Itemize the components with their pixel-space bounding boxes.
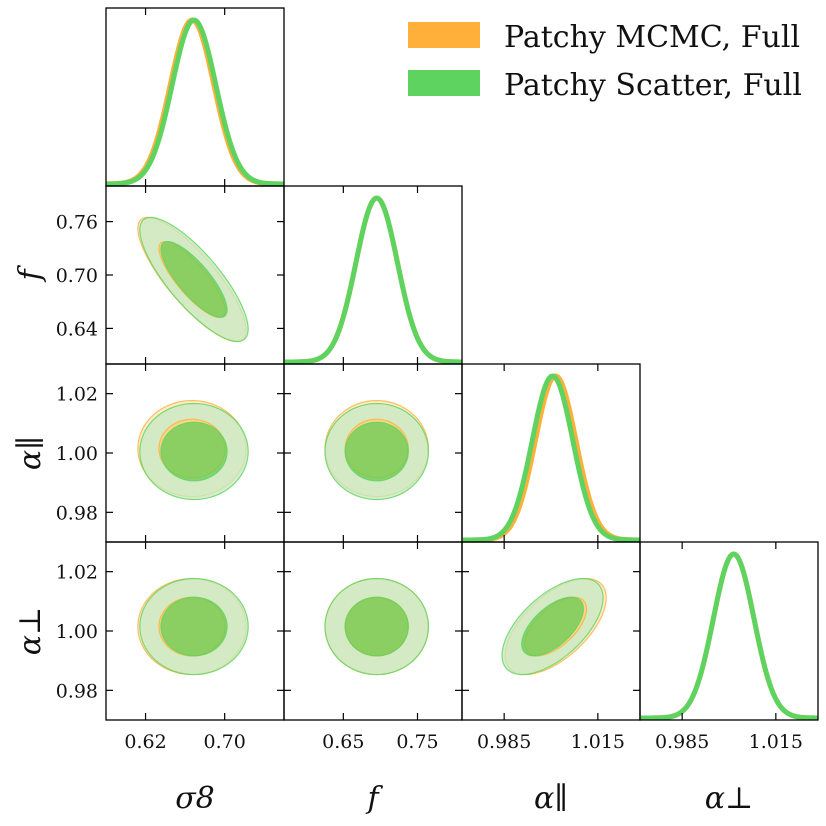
panel-content — [324, 399, 430, 501]
x-axis-title-f: f — [365, 781, 383, 816]
panel-alpha_par-sigma8: 1.02 1.00 0.98 — [56, 363, 285, 543]
panel-alpha_par-f — [283, 363, 463, 543]
marginal-curve-mcmc — [284, 195, 462, 364]
x-tick-label: 1.015 — [571, 731, 625, 753]
x-tick-label: 0.70 — [204, 731, 246, 753]
panel-content — [137, 216, 249, 343]
y-tick-label: 1.00 — [56, 621, 98, 643]
x-axis-title-alpha_par: α∥ — [534, 781, 568, 816]
panel-frame — [283, 185, 463, 365]
x-tick-label: 0.985 — [477, 731, 531, 753]
legend-swatch-scatter — [408, 70, 480, 96]
marginal-curve-mcmc — [462, 373, 640, 542]
panel-alpha_perp-alpha_perp: 0.985 1.015 — [639, 541, 819, 753]
y-tick-label: 1.00 — [56, 443, 98, 465]
panel-content — [501, 577, 607, 676]
marginal-curve-mcmc — [106, 17, 284, 186]
panel-alpha_perp-sigma8: 0.62 0.70 1.02 1.00 0.98 — [56, 541, 285, 753]
x-tick-label: 1.015 — [749, 731, 803, 753]
legend-label-scatter: Patchy Scatter, Full — [504, 68, 802, 103]
x-tick-label: 0.75 — [396, 731, 438, 753]
contour-inner-scatter — [160, 240, 228, 318]
y-axis-title-alpha_par: α∥ — [13, 436, 48, 470]
panel-content — [640, 551, 818, 720]
x-axis-title-alpha_perp: α⊥ — [705, 781, 753, 816]
contour-inner-scatter — [521, 596, 585, 657]
panel-content — [137, 577, 249, 676]
panel-alpha_perp-f: 0.65 0.75 — [283, 541, 463, 753]
legend-label-mcmc: Patchy MCMC, Full — [504, 20, 800, 55]
contour-inner-scatter — [160, 596, 228, 657]
contour-inner-scatter — [344, 596, 409, 657]
x-tick-label: 0.985 — [655, 731, 709, 753]
panel-frame — [639, 541, 819, 721]
panel-f-f — [283, 185, 463, 365]
contour-inner-scatter — [344, 421, 409, 482]
panel-sigma8-sigma8 — [105, 7, 285, 187]
y-tick-label: 0.64 — [56, 318, 98, 340]
y-tick-label: 1.02 — [56, 562, 98, 584]
panel-alpha_perp-alpha_par: 0.985 1.015 — [461, 541, 641, 753]
marginal-curve-mcmc — [640, 551, 818, 720]
marginal-curve-scatter — [284, 195, 462, 364]
y-tick-label: 0.70 — [56, 265, 98, 287]
y-axis-title-f: f — [13, 265, 48, 283]
panel-content — [324, 577, 430, 676]
panel-content — [462, 373, 640, 542]
legend-swatch-mcmc — [408, 22, 480, 48]
y-axis-title-alpha_perp: α⊥ — [13, 607, 48, 655]
legend: Patchy MCMC, Full Patchy Scatter, Full — [408, 20, 802, 103]
x-tick-label: 0.65 — [322, 731, 364, 753]
x-axis-title-sigma8: σ8 — [175, 781, 215, 816]
panel-f-sigma8: 0.76 0.70 0.64 — [56, 185, 285, 365]
contour-inner-scatter — [160, 421, 228, 482]
y-tick-label: 1.02 — [56, 384, 98, 406]
panel-content — [106, 17, 284, 186]
y-tick-label: 0.98 — [56, 502, 98, 524]
marginal-curve-scatter — [106, 17, 284, 186]
panel-grid: 0.76 0.70 0.64 1.02 1.00 0.98 0.62 0.70 1.02 1.00… — [56, 7, 819, 753]
panel-frame — [461, 363, 641, 543]
panel-alpha_par-alpha_par — [461, 363, 641, 543]
panel-content — [137, 399, 249, 501]
marginal-curve-scatter — [462, 373, 640, 542]
x-tick-label: 0.62 — [124, 731, 166, 753]
panel-content — [284, 195, 462, 364]
panel-frame — [105, 7, 285, 187]
y-tick-label: 0.76 — [56, 212, 98, 234]
marginal-curve-scatter — [640, 551, 818, 720]
y-tick-label: 0.98 — [56, 680, 98, 702]
